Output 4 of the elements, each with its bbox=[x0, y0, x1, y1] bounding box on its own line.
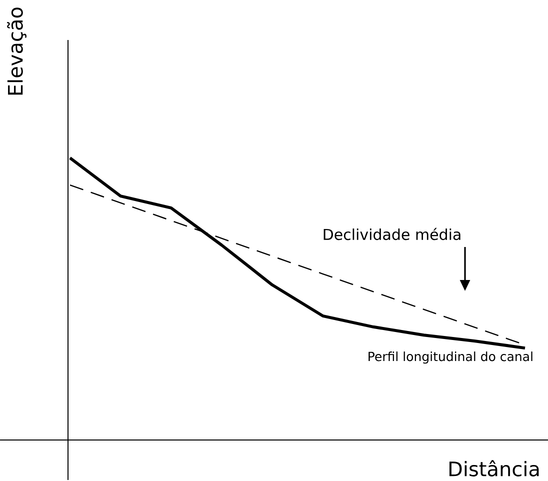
text: Declividade média bbox=[324, 228, 460, 240]
y-axis-title: Elevação bbox=[7, 8, 26, 95]
x-axis-title: Distância bbox=[449, 460, 539, 476]
series-label: Perfil longitudinal do canal bbox=[368, 352, 532, 364]
